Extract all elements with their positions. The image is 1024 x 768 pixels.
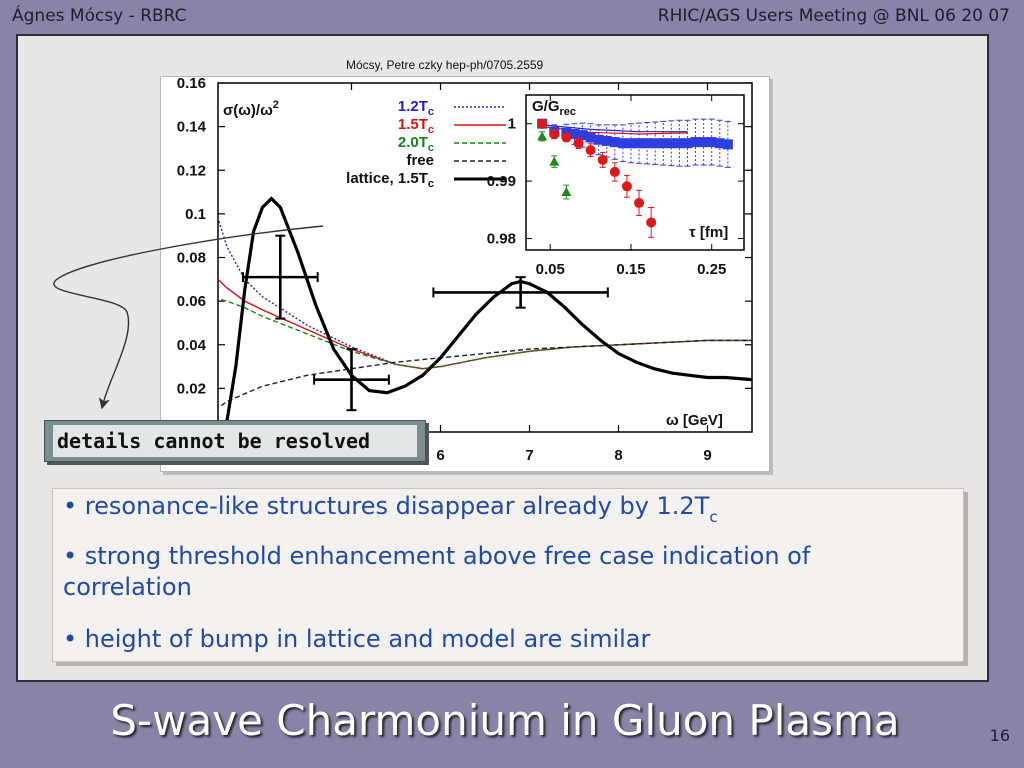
legend-label: free bbox=[406, 152, 434, 169]
inset-point-square bbox=[666, 138, 677, 149]
x-axis-label: ω [GeV] bbox=[666, 412, 723, 429]
slide-title: S-wave Charmonium in Gluon Plasma bbox=[110, 696, 900, 745]
inset-point-circle bbox=[573, 138, 584, 149]
inset-point-square bbox=[601, 135, 612, 146]
inset-title: G/Grec bbox=[532, 98, 576, 118]
inset-point-square bbox=[674, 138, 685, 149]
inset-x-tick-label: 0.15 bbox=[616, 261, 645, 278]
bullet-item: • height of bump in lattice and model ar… bbox=[63, 625, 651, 653]
inset-y-tick-label: 1 bbox=[508, 116, 516, 133]
series-line bbox=[218, 298, 752, 370]
inset-point-circle bbox=[634, 197, 645, 208]
inset-point-square bbox=[682, 138, 693, 149]
y-tick-label: 0.12 bbox=[177, 162, 206, 179]
inset-point-square bbox=[577, 130, 588, 141]
y-tick-label: 0.02 bbox=[177, 380, 206, 397]
inset-point-square bbox=[714, 138, 725, 149]
y-tick-label: 0.06 bbox=[177, 293, 206, 310]
inset-point-circle bbox=[549, 129, 560, 140]
inset-point-circle bbox=[537, 118, 548, 129]
y-tick-label: 0.16 bbox=[177, 77, 206, 92]
header-author: Ágnes Mócsy - RBRC bbox=[12, 6, 187, 26]
inset-y-tick-label: 0.98 bbox=[487, 231, 516, 248]
bullet-item: • resonance-like structures disappear al… bbox=[63, 492, 718, 526]
inset-point-square bbox=[650, 138, 661, 149]
inset-point-circle bbox=[561, 132, 572, 143]
inset-point-square bbox=[593, 134, 604, 145]
legend-label: 1.5Tc bbox=[398, 116, 434, 136]
inset-point-circle bbox=[621, 181, 632, 192]
inset-point-circle bbox=[585, 145, 596, 156]
inset-point-circle bbox=[609, 166, 620, 177]
y-tick-label: 0.08 bbox=[177, 250, 206, 267]
inset-y-tick-label: 0.99 bbox=[487, 173, 516, 190]
inset-point-square bbox=[609, 137, 620, 148]
legend-label: 1.2Tc bbox=[398, 98, 434, 118]
inset-x-tick-label: 0.25 bbox=[697, 261, 726, 278]
inset-point-triangle bbox=[537, 131, 548, 141]
inset-point-square bbox=[585, 132, 596, 143]
inset-point-square bbox=[722, 139, 733, 150]
y-tick-label: 0.04 bbox=[177, 337, 207, 354]
inset-series-group bbox=[537, 118, 733, 238]
citation: Mócsy, Petre czky hep-ph/0705.2559 bbox=[346, 58, 544, 72]
x-tick-label: 6 bbox=[436, 447, 444, 464]
inset-point-square bbox=[658, 138, 669, 149]
x-tick-label: 8 bbox=[614, 447, 622, 464]
x-tick-label: 7 bbox=[525, 447, 533, 464]
plot-frame: 0.020.040.060.080.10.120.140.1656789σ(ω)… bbox=[160, 76, 770, 472]
inset-point-circle bbox=[646, 217, 657, 228]
legend-label: lattice, 1.5Tc bbox=[346, 170, 434, 190]
bullet-item: • strong threshold enhancement above fre… bbox=[63, 542, 811, 601]
inset-point-square bbox=[617, 138, 628, 149]
inset-point-triangle bbox=[561, 187, 572, 197]
inset-point-square bbox=[625, 138, 636, 149]
inset-point-square bbox=[690, 137, 701, 148]
bullet-text: • resonance-like structures disappear al… bbox=[63, 492, 710, 520]
x-tick-label: 9 bbox=[703, 447, 711, 464]
inset-point-square bbox=[569, 129, 580, 140]
header-meeting: RHIC/AGS Users Meeting @ BNL 06 20 07 bbox=[657, 6, 1010, 26]
inset-plot-area bbox=[525, 94, 745, 251]
inset-point-square bbox=[642, 138, 653, 149]
callout-text: details cannot be resolved bbox=[53, 425, 417, 457]
series-line bbox=[218, 196, 752, 432]
y-tick-label: 0.1 bbox=[185, 206, 206, 223]
y-axis-label: σ(ω)/ω2 bbox=[223, 99, 279, 119]
bullet-box: • resonance-like structures disappear al… bbox=[52, 488, 964, 662]
inset-point-square bbox=[634, 138, 645, 149]
callout-box: details cannot be resolved bbox=[44, 420, 426, 462]
series-group bbox=[218, 196, 752, 432]
page-number: 16 bbox=[989, 726, 1010, 745]
y-tick-label: 0.14 bbox=[177, 119, 207, 136]
inset-point-square bbox=[698, 137, 709, 148]
callout-arrow-line bbox=[53, 225, 324, 410]
inset-x-axis-label: τ [fm] bbox=[689, 224, 728, 241]
bullet-subscript: c bbox=[709, 508, 718, 526]
inset-point-circle bbox=[597, 154, 608, 165]
inset-point-square bbox=[706, 137, 717, 148]
inset-x-tick-label: 0.05 bbox=[536, 261, 565, 278]
legend-label: 2.0Tc bbox=[398, 134, 434, 154]
inset-point-triangle bbox=[549, 156, 560, 166]
spectral-function-chart: 0.020.040.060.080.10.120.140.1656789σ(ω)… bbox=[177, 77, 753, 464]
